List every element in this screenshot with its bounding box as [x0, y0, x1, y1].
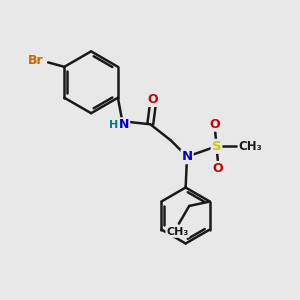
Text: CH₃: CH₃: [166, 227, 189, 237]
Text: H: H: [110, 120, 119, 130]
Text: O: O: [210, 118, 220, 131]
Text: N: N: [182, 150, 193, 163]
Text: O: O: [147, 93, 158, 106]
Text: Br: Br: [28, 54, 44, 67]
Text: N: N: [119, 118, 129, 131]
Text: S: S: [212, 140, 221, 153]
Text: CH₃: CH₃: [238, 140, 262, 153]
Text: O: O: [213, 162, 223, 175]
